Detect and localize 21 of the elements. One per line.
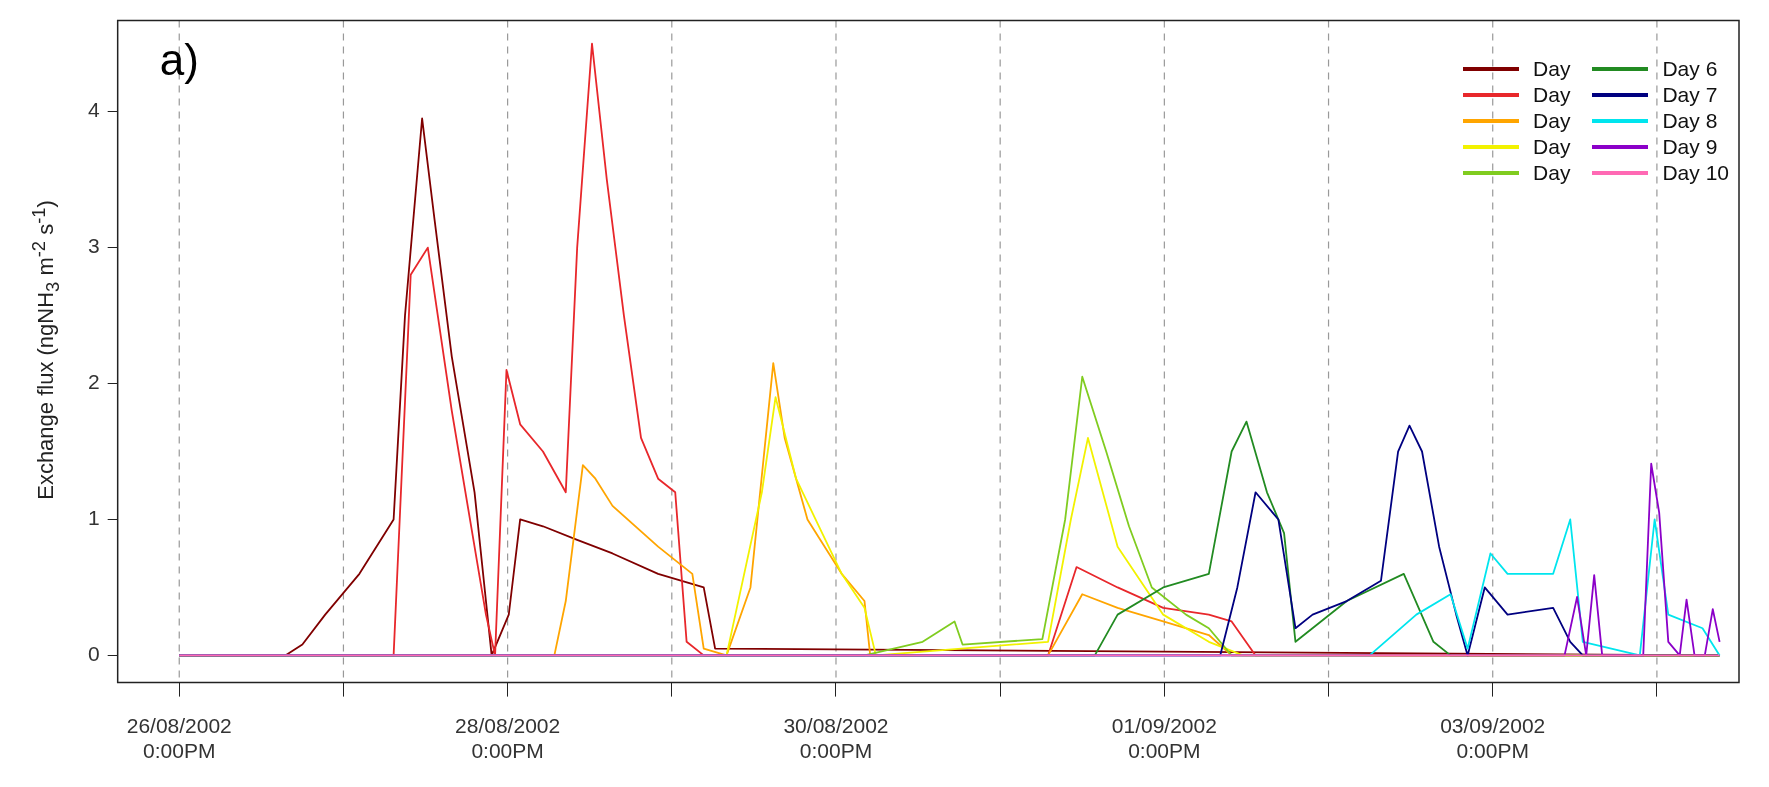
- legend-label: Day: [1533, 108, 1571, 133]
- legend-label: Day 8: [1662, 108, 1718, 133]
- y-tick-label: 1: [87, 506, 100, 530]
- legend-label: Day 9: [1662, 134, 1718, 159]
- y-tick-label: 2: [87, 370, 100, 394]
- x-tick-label: 30/08/2002 0:00PM: [783, 714, 889, 763]
- y-tick-label: 0: [87, 642, 100, 666]
- x-tick-label: 01/09/2002 0:00PM: [1111, 714, 1217, 763]
- legend-label: Day: [1533, 134, 1571, 159]
- x-tick-label: 26/08/2002 0:00PM: [126, 714, 232, 763]
- legend-label: Day: [1533, 56, 1571, 81]
- legend-label: Day 7: [1662, 82, 1718, 107]
- annotation: a): [159, 34, 199, 85]
- legend-label: Day 10: [1662, 160, 1729, 185]
- y-tick-label: 3: [87, 234, 100, 258]
- legend-label: Day 6: [1662, 56, 1718, 81]
- legend-label: Day: [1533, 160, 1571, 185]
- legend-label: Day: [1533, 82, 1571, 107]
- x-tick-label: 28/08/2002 0:00PM: [455, 714, 561, 763]
- y-tick-label: 4: [87, 98, 100, 122]
- x-tick-label: 03/09/2002 0:00PM: [1440, 714, 1546, 763]
